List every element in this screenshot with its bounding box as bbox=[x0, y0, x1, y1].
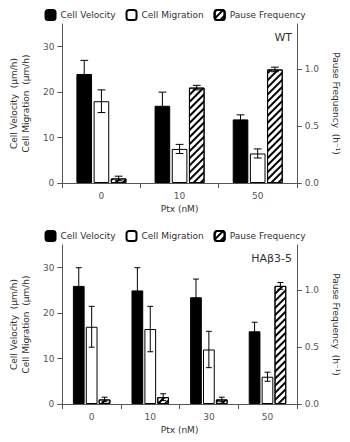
svg-text:1.0: 1.0 bbox=[305, 64, 320, 74]
svg-text:10: 10 bbox=[43, 354, 55, 364]
svg-text:0.5: 0.5 bbox=[305, 342, 319, 352]
svg-text:0: 0 bbox=[99, 191, 105, 201]
svg-text:0.0: 0.0 bbox=[305, 399, 320, 409]
svg-text:50: 50 bbox=[252, 191, 264, 201]
svg-text:1.0: 1.0 bbox=[305, 285, 320, 295]
svg-text:0.0: 0.0 bbox=[305, 178, 320, 188]
svg-text:30: 30 bbox=[43, 263, 55, 273]
svg-text:20: 20 bbox=[43, 87, 55, 97]
svg-text:Pause Frequency: Pause Frequency bbox=[230, 231, 306, 241]
svg-text:20: 20 bbox=[43, 308, 55, 318]
svg-text:Ptx (nM): Ptx (nM) bbox=[161, 204, 199, 214]
svg-text:0.5: 0.5 bbox=[305, 121, 319, 131]
svg-text:Cell Velocity: Cell Velocity bbox=[61, 231, 117, 241]
svg-text:30: 30 bbox=[43, 42, 55, 52]
svg-text:30: 30 bbox=[203, 412, 215, 422]
svg-text:0: 0 bbox=[89, 412, 95, 422]
svg-text:0: 0 bbox=[49, 178, 55, 188]
svg-text:10: 10 bbox=[43, 133, 55, 143]
svg-text:HAβ3-5: HAβ3-5 bbox=[251, 252, 292, 265]
svg-text:Pause Frequency (h⁻¹): Pause Frequency (h⁻¹) bbox=[331, 273, 341, 376]
svg-text:Cell Migration: Cell Migration bbox=[142, 231, 204, 241]
svg-text:WT: WT bbox=[274, 31, 292, 44]
svg-text:Cell Velocity: Cell Velocity bbox=[61, 10, 117, 20]
svg-text:10: 10 bbox=[145, 412, 157, 422]
svg-text:0: 0 bbox=[49, 399, 55, 409]
svg-text:Cell Velocity (μm/h): Cell Velocity (μm/h) bbox=[9, 279, 19, 370]
svg-text:Cell Migration (μm/h): Cell Migration (μm/h) bbox=[21, 275, 31, 373]
svg-text:10: 10 bbox=[174, 191, 186, 201]
svg-text:Cell Migration: Cell Migration bbox=[142, 10, 204, 20]
svg-text:Pause Frequency: Pause Frequency bbox=[230, 10, 306, 20]
svg-text:Cell Migration (μm/h): Cell Migration (μm/h) bbox=[21, 54, 31, 152]
svg-text:Cell Velocity (μm/h): Cell Velocity (μm/h) bbox=[9, 58, 19, 149]
svg-text:Ptx (nM): Ptx (nM) bbox=[161, 425, 199, 435]
svg-text:50: 50 bbox=[262, 412, 274, 422]
svg-text:Pause Frequency (h⁻¹): Pause Frequency (h⁻¹) bbox=[331, 52, 341, 155]
